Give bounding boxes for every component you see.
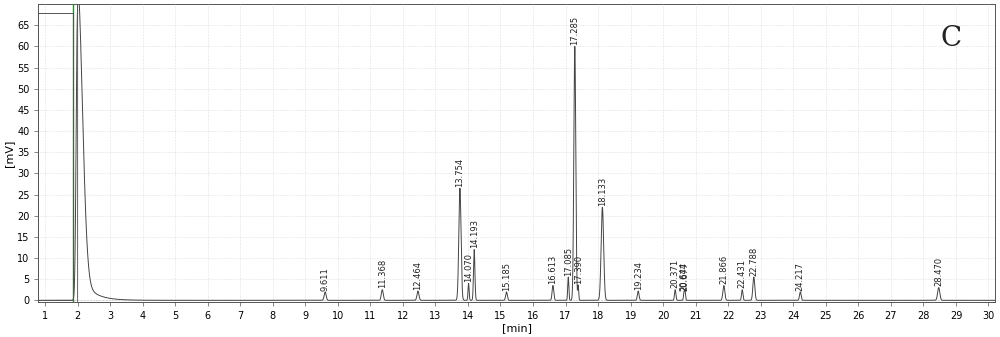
Text: 22.788: 22.788 bbox=[749, 246, 758, 276]
Text: 11.368: 11.368 bbox=[378, 259, 387, 288]
Text: 18.133: 18.133 bbox=[598, 177, 607, 206]
Text: 9.611: 9.611 bbox=[321, 267, 330, 290]
Text: 14.070: 14.070 bbox=[464, 253, 473, 282]
X-axis label: [min]: [min] bbox=[502, 323, 532, 333]
Text: 20.371: 20.371 bbox=[671, 259, 680, 288]
Bar bbox=[38, 12, 73, 300]
Text: 19.234: 19.234 bbox=[634, 261, 643, 290]
Text: 17.285: 17.285 bbox=[570, 16, 579, 45]
Text: 28.470: 28.470 bbox=[934, 257, 943, 286]
Text: 14.193: 14.193 bbox=[470, 219, 479, 248]
Text: C: C bbox=[940, 25, 962, 52]
Text: 20.677: 20.677 bbox=[681, 262, 690, 292]
Text: 22.431: 22.431 bbox=[738, 259, 747, 288]
Text: 17.390: 17.390 bbox=[574, 255, 583, 284]
Y-axis label: [mV]: [mV] bbox=[4, 140, 14, 167]
Text: 13.754: 13.754 bbox=[455, 158, 464, 187]
Text: 20.644: 20.644 bbox=[680, 262, 689, 290]
Text: 15.185: 15.185 bbox=[502, 262, 511, 290]
Text: 21.866: 21.866 bbox=[719, 255, 728, 284]
Text: 12.464: 12.464 bbox=[413, 261, 422, 290]
Text: 16.613: 16.613 bbox=[548, 255, 557, 284]
Text: 24.217: 24.217 bbox=[796, 262, 805, 290]
Text: 17.085: 17.085 bbox=[564, 247, 573, 276]
